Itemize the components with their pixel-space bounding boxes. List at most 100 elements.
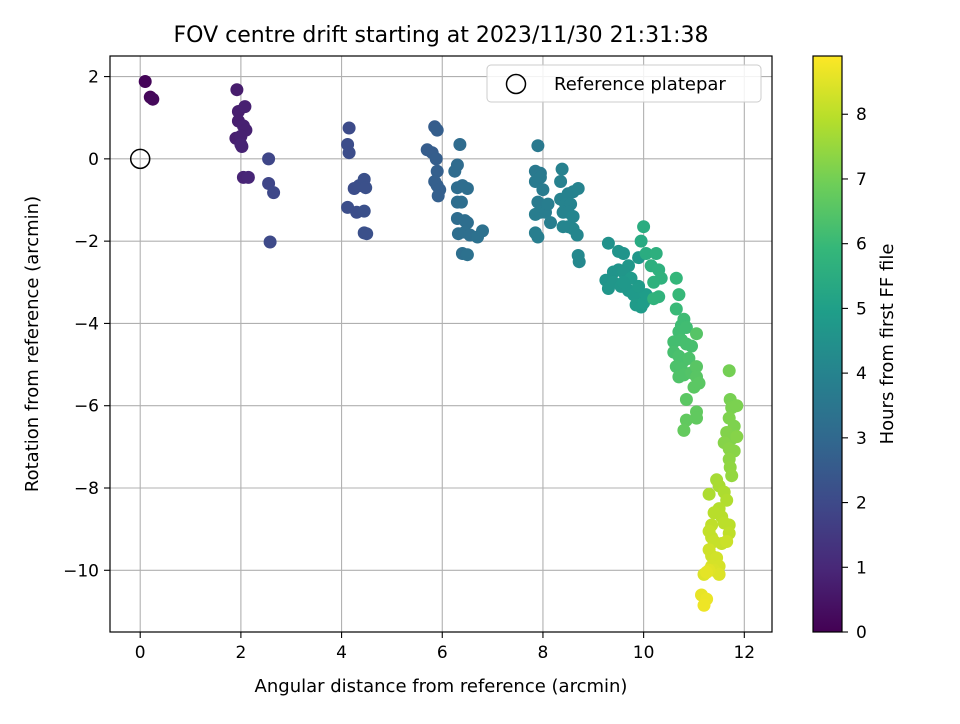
- y-tick-label: 2: [88, 68, 99, 88]
- colorbar-tick-label: 2: [856, 494, 867, 514]
- x-tick-label: 12: [733, 643, 755, 663]
- data-point: [690, 411, 703, 425]
- data-point: [647, 292, 661, 306]
- legend: Reference platepar: [486, 64, 762, 103]
- data-point: [541, 197, 555, 211]
- colorbar-ticks: 0 1 2 3 4 5 6 7 8: [842, 105, 867, 643]
- data-point: [632, 279, 646, 293]
- y-tick-label: −6: [74, 397, 99, 417]
- data-point: [262, 152, 276, 166]
- x-tick-label: 0: [135, 643, 146, 663]
- data-points: [129, 75, 744, 612]
- colorbar-tick-label: 0: [856, 623, 867, 643]
- data-point: [531, 139, 545, 153]
- data-point: [617, 275, 630, 289]
- colorbar-tick-label: 4: [856, 364, 867, 384]
- data-point: [720, 493, 734, 507]
- data-point: [234, 138, 248, 151]
- data-point: [692, 376, 706, 390]
- data-point: [238, 100, 252, 114]
- colorbar-tick-label: 1: [856, 558, 867, 578]
- data-point: [679, 321, 693, 334]
- data-point: [679, 393, 693, 406]
- data-point: [241, 170, 255, 184]
- data-point: [725, 469, 739, 483]
- legend-marker-reference: [505, 73, 527, 95]
- data-point: [454, 195, 468, 209]
- data-point: [690, 360, 703, 374]
- data-point: [730, 399, 744, 413]
- y-tick-label: 0: [88, 150, 99, 170]
- data-point: [536, 183, 550, 197]
- colorbar-tick-label: 5: [856, 299, 867, 319]
- data-point: [669, 302, 683, 316]
- data-point: [476, 224, 489, 238]
- data-point: [359, 181, 373, 195]
- x-tick-label: 8: [538, 643, 549, 663]
- data-point: [430, 123, 444, 137]
- data-point: [685, 339, 698, 353]
- colorbar-label: Hours from first FF file: [877, 244, 898, 445]
- data-point: [531, 230, 545, 244]
- data-point: [360, 227, 374, 241]
- data-point: [571, 182, 585, 195]
- data-point: [672, 288, 686, 302]
- data-point: [690, 327, 703, 341]
- data-point: [570, 228, 584, 242]
- data-point: [453, 138, 467, 151]
- data-point: [712, 567, 726, 581]
- data-point: [533, 170, 547, 184]
- x-tick-label: 2: [235, 643, 246, 663]
- data-point: [679, 413, 693, 427]
- data-point: [556, 220, 570, 234]
- x-tick-label: 4: [336, 643, 347, 663]
- data-point: [230, 83, 244, 97]
- plot-frame: [109, 55, 773, 633]
- data-point: [697, 598, 711, 612]
- data-point: [460, 248, 474, 262]
- y-tick-label: −4: [74, 314, 99, 334]
- data-point: [342, 121, 356, 135]
- data-point: [722, 364, 736, 378]
- y-axis-label: Rotation from reference (arcmin): [22, 196, 43, 492]
- grid-lines: [110, 56, 772, 632]
- data-point: [138, 75, 152, 88]
- data-point: [431, 189, 445, 203]
- data-point: [429, 152, 443, 166]
- x-tick-label: 6: [437, 643, 448, 663]
- data-point: [639, 247, 653, 260]
- data-point: [430, 164, 444, 178]
- colorbar-tick-label: 3: [856, 429, 867, 449]
- y-axis-ticks: 2 0 −2 −4 −6 −8 −10: [63, 68, 110, 581]
- data-point: [572, 255, 586, 269]
- data-point: [448, 164, 462, 178]
- data-point: [544, 216, 557, 230]
- colorbar-tick-label: 8: [856, 105, 867, 125]
- colorbar-tick-label: 6: [856, 235, 867, 255]
- data-point: [669, 271, 683, 285]
- y-tick-label: −2: [74, 232, 99, 252]
- x-axis-ticks: 0 2 4 6 8 10 12: [135, 632, 755, 663]
- colorbar-tick-label: 7: [856, 170, 867, 190]
- data-point: [730, 430, 744, 444]
- data-point: [146, 92, 160, 106]
- y-tick-label: −10: [63, 561, 99, 581]
- colorbar: [812, 55, 843, 633]
- y-tick-label: −8: [74, 479, 99, 499]
- data-point: [634, 234, 648, 248]
- data-point: [649, 247, 663, 260]
- data-point: [617, 247, 630, 260]
- data-point: [677, 423, 691, 437]
- data-point: [647, 275, 661, 289]
- data-point: [460, 182, 474, 195]
- chart-title: FOV centre drift starting at 2023/11/30 …: [174, 23, 709, 48]
- data-point: [566, 210, 580, 223]
- data-point: [702, 487, 716, 501]
- data-point: [700, 565, 714, 579]
- x-tick-label: 10: [633, 643, 655, 663]
- data-point: [682, 351, 696, 365]
- data-point: [720, 535, 734, 548]
- data-point: [637, 220, 651, 234]
